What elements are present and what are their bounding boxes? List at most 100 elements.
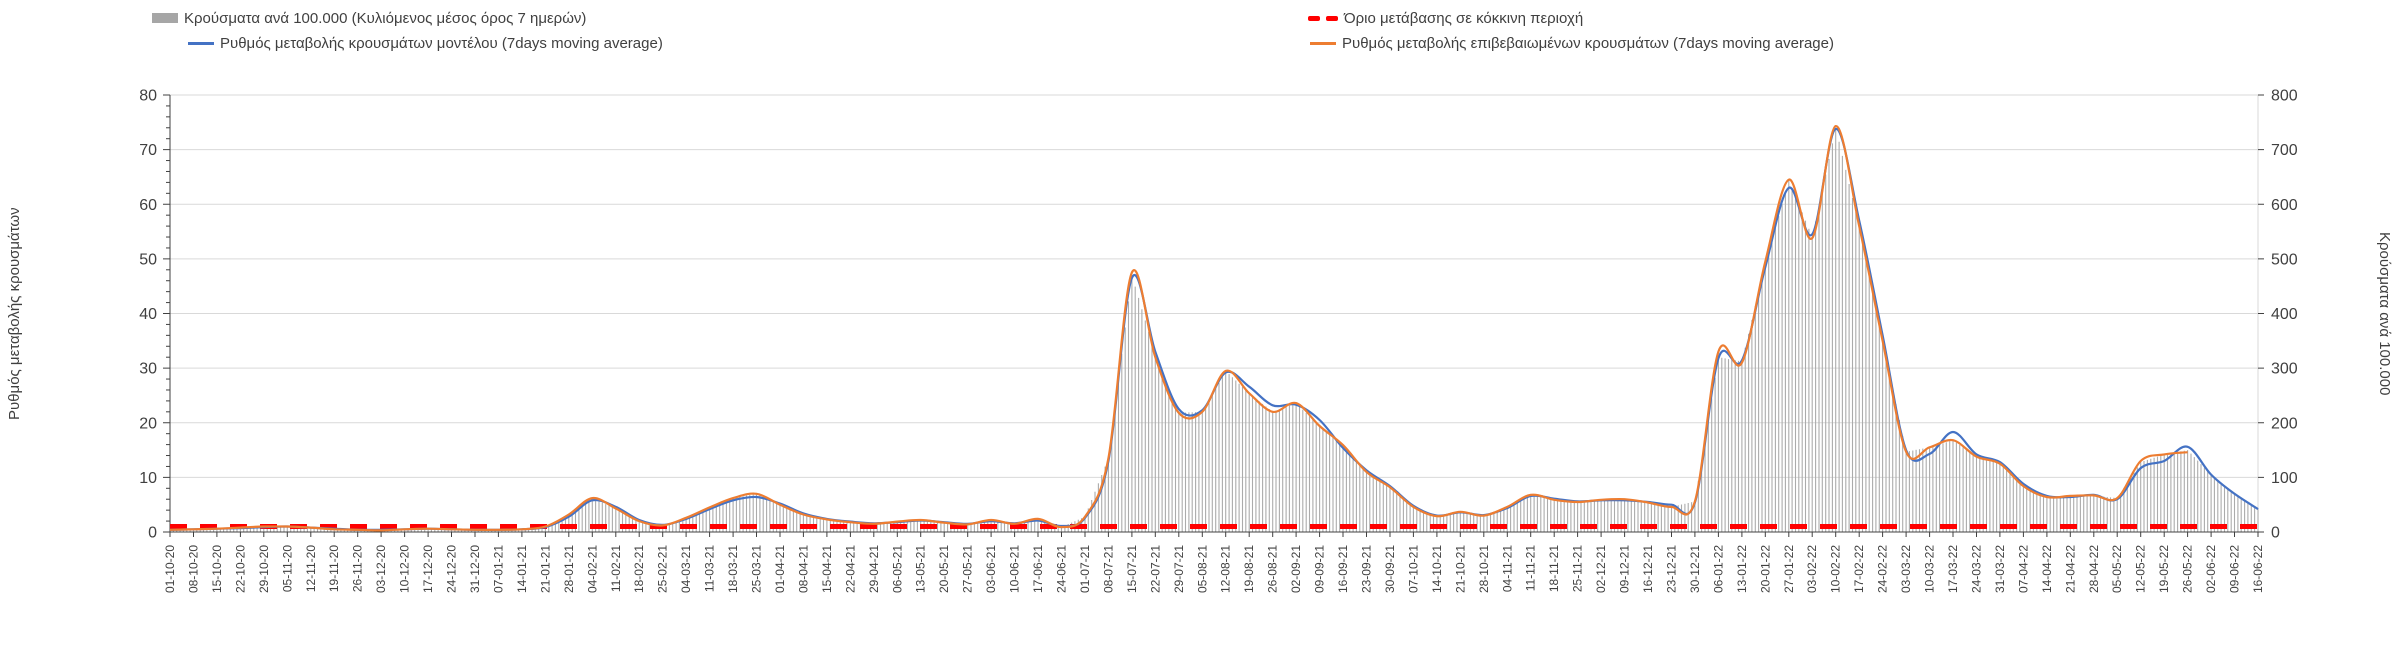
svg-text:18-02-21: 18-02-21 bbox=[632, 545, 646, 593]
red-dashed-swatch-icon bbox=[1308, 15, 1338, 21]
svg-text:25-03-21: 25-03-21 bbox=[750, 545, 764, 593]
svg-text:26-11-20: 26-11-20 bbox=[351, 545, 365, 592]
svg-text:22-10-20: 22-10-20 bbox=[233, 545, 247, 593]
svg-text:31-12-20: 31-12-20 bbox=[468, 545, 482, 593]
svg-text:800: 800 bbox=[2271, 88, 2298, 105]
svg-text:30: 30 bbox=[139, 361, 157, 378]
svg-text:09-09-21: 09-09-21 bbox=[1313, 545, 1327, 593]
svg-text:08-10-20: 08-10-20 bbox=[187, 545, 201, 593]
svg-text:18-11-21: 18-11-21 bbox=[1547, 545, 1561, 592]
svg-text:11-03-21: 11-03-21 bbox=[703, 545, 717, 592]
svg-text:29-04-21: 29-04-21 bbox=[867, 545, 881, 593]
svg-text:16-12-21: 16-12-21 bbox=[1641, 545, 1655, 593]
svg-text:28-04-22: 28-04-22 bbox=[2087, 545, 2101, 593]
svg-text:15-07-21: 15-07-21 bbox=[1125, 545, 1139, 593]
svg-text:02-09-21: 02-09-21 bbox=[1289, 545, 1303, 593]
svg-text:04-11-21: 04-11-21 bbox=[1500, 545, 1514, 592]
svg-text:28-10-21: 28-10-21 bbox=[1477, 545, 1491, 593]
svg-text:01-10-20: 01-10-20 bbox=[163, 545, 177, 593]
svg-text:08-04-21: 08-04-21 bbox=[796, 545, 810, 593]
svg-text:07-10-21: 07-10-21 bbox=[1406, 545, 1420, 593]
svg-text:01-04-21: 01-04-21 bbox=[773, 545, 787, 593]
svg-text:500: 500 bbox=[2271, 251, 2298, 268]
svg-text:26-08-21: 26-08-21 bbox=[1266, 545, 1280, 593]
svg-text:10-02-22: 10-02-22 bbox=[1829, 545, 1843, 593]
svg-text:28-01-21: 28-01-21 bbox=[562, 545, 576, 593]
svg-text:22-04-21: 22-04-21 bbox=[843, 545, 857, 593]
x-axis-tick-labels: 01-10-20 08-10-20 15-10-20 22-10-20 29-10-20… bbox=[163, 545, 2265, 593]
svg-text:21-04-22: 21-04-22 bbox=[2063, 545, 2077, 593]
svg-text:05-05-22: 05-05-22 bbox=[2110, 545, 2124, 593]
svg-text:400: 400 bbox=[2271, 306, 2298, 323]
gray-bar-swatch-icon bbox=[152, 13, 178, 23]
svg-text:19-08-21: 19-08-21 bbox=[1242, 545, 1256, 593]
svg-text:24-03-22: 24-03-22 bbox=[1970, 545, 1984, 593]
svg-text:03-12-20: 03-12-20 bbox=[374, 545, 388, 593]
svg-text:10-03-22: 10-03-22 bbox=[1923, 545, 1937, 593]
right-axis-title: Κρούσματα ανά 100.000 bbox=[2376, 231, 2393, 396]
svg-text:31-03-22: 31-03-22 bbox=[1993, 545, 2007, 593]
svg-text:700: 700 bbox=[2271, 142, 2298, 159]
svg-text:15-04-21: 15-04-21 bbox=[820, 545, 834, 593]
svg-text:50: 50 bbox=[139, 251, 157, 268]
svg-text:60: 60 bbox=[139, 197, 157, 214]
svg-text:100: 100 bbox=[2271, 470, 2298, 487]
svg-text:06-05-21: 06-05-21 bbox=[890, 545, 904, 593]
svg-text:300: 300 bbox=[2271, 361, 2298, 378]
svg-text:21-01-21: 21-01-21 bbox=[538, 545, 552, 593]
svg-text:20-01-22: 20-01-22 bbox=[1758, 545, 1772, 593]
svg-text:0: 0 bbox=[2271, 525, 2280, 542]
svg-text:23-12-21: 23-12-21 bbox=[1665, 545, 1679, 593]
legend-label-confirmed-rate: Ρυθμός μεταβολής επιβεβαιωμένων κρουσμάτ… bbox=[1342, 34, 1834, 52]
svg-text:07-01-21: 07-01-21 bbox=[491, 545, 505, 593]
legend-label-red-threshold: Όριο μετάβασης σε κόκκινη περιοχή bbox=[1344, 9, 1584, 27]
svg-text:07-04-22: 07-04-22 bbox=[2016, 545, 2030, 593]
svg-text:06-01-22: 06-01-22 bbox=[1711, 545, 1725, 593]
svg-text:21-10-21: 21-10-21 bbox=[1453, 545, 1467, 593]
svg-text:29-10-20: 29-10-20 bbox=[257, 545, 271, 593]
svg-text:80: 80 bbox=[139, 88, 157, 105]
svg-text:02-06-22: 02-06-22 bbox=[2204, 545, 2218, 593]
svg-text:14-01-21: 14-01-21 bbox=[515, 545, 529, 593]
svg-text:09-12-21: 09-12-21 bbox=[1618, 545, 1632, 593]
model-rate-line bbox=[169, 127, 2259, 532]
svg-text:13-01-22: 13-01-22 bbox=[1735, 545, 1749, 593]
svg-text:17-02-22: 17-02-22 bbox=[1852, 545, 1866, 593]
svg-text:25-11-21: 25-11-21 bbox=[1571, 545, 1585, 592]
svg-text:03-02-22: 03-02-22 bbox=[1805, 545, 1819, 593]
svg-text:24-02-22: 24-02-22 bbox=[1876, 545, 1890, 593]
svg-text:27-05-21: 27-05-21 bbox=[961, 545, 975, 593]
svg-text:22-07-21: 22-07-21 bbox=[1148, 545, 1162, 593]
svg-text:14-04-22: 14-04-22 bbox=[2040, 545, 2054, 593]
svg-text:30-09-21: 30-09-21 bbox=[1383, 545, 1397, 593]
svg-text:18-03-21: 18-03-21 bbox=[726, 545, 740, 593]
svg-text:12-08-21: 12-08-21 bbox=[1219, 545, 1233, 593]
orange-line-swatch-icon bbox=[1310, 41, 1336, 45]
svg-text:02-12-21: 02-12-21 bbox=[1594, 545, 1608, 593]
legend-item-model-rate: Ρυθμός μεταβολής κρουσμάτων μοντέλου (7d… bbox=[188, 33, 663, 53]
svg-text:12-11-20: 12-11-20 bbox=[304, 545, 318, 592]
right-axis-tick-labels: 0 100 200 300 400 500 600 700 800 bbox=[2271, 88, 2298, 542]
gridlines bbox=[170, 94, 2259, 532]
axes bbox=[163, 94, 2264, 537]
svg-text:11-02-21: 11-02-21 bbox=[609, 545, 623, 592]
svg-text:01-07-21: 01-07-21 bbox=[1078, 545, 1092, 593]
svg-text:10-06-21: 10-06-21 bbox=[1008, 545, 1022, 593]
svg-text:29-07-21: 29-07-21 bbox=[1172, 545, 1186, 593]
left-axis-title: Ρυθμός μεταβολής κρουσμάτων bbox=[6, 207, 23, 420]
left-axis-tick-labels: 0 10 20 30 40 50 60 70 80 bbox=[139, 88, 157, 542]
svg-text:30-12-21: 30-12-21 bbox=[1688, 545, 1702, 593]
legend-label-model-rate: Ρυθμός μεταβολής κρουσμάτων μοντέλου (7d… bbox=[220, 34, 663, 52]
legend-item-confirmed-rate: Ρυθμός μεταβολής επιβεβαιωμένων κρουσμάτ… bbox=[1310, 33, 1834, 53]
svg-text:12-05-22: 12-05-22 bbox=[2134, 545, 2148, 593]
confirmed-rate-line bbox=[169, 124, 2188, 532]
svg-text:16-09-21: 16-09-21 bbox=[1336, 545, 1350, 593]
svg-text:03-03-22: 03-03-22 bbox=[1899, 545, 1913, 593]
svg-text:200: 200 bbox=[2271, 415, 2298, 432]
svg-text:24-12-20: 24-12-20 bbox=[445, 545, 459, 593]
svg-text:19-11-20: 19-11-20 bbox=[327, 545, 341, 592]
svg-text:16-06-22: 16-06-22 bbox=[2251, 545, 2265, 593]
svg-text:15-10-20: 15-10-20 bbox=[210, 545, 224, 593]
